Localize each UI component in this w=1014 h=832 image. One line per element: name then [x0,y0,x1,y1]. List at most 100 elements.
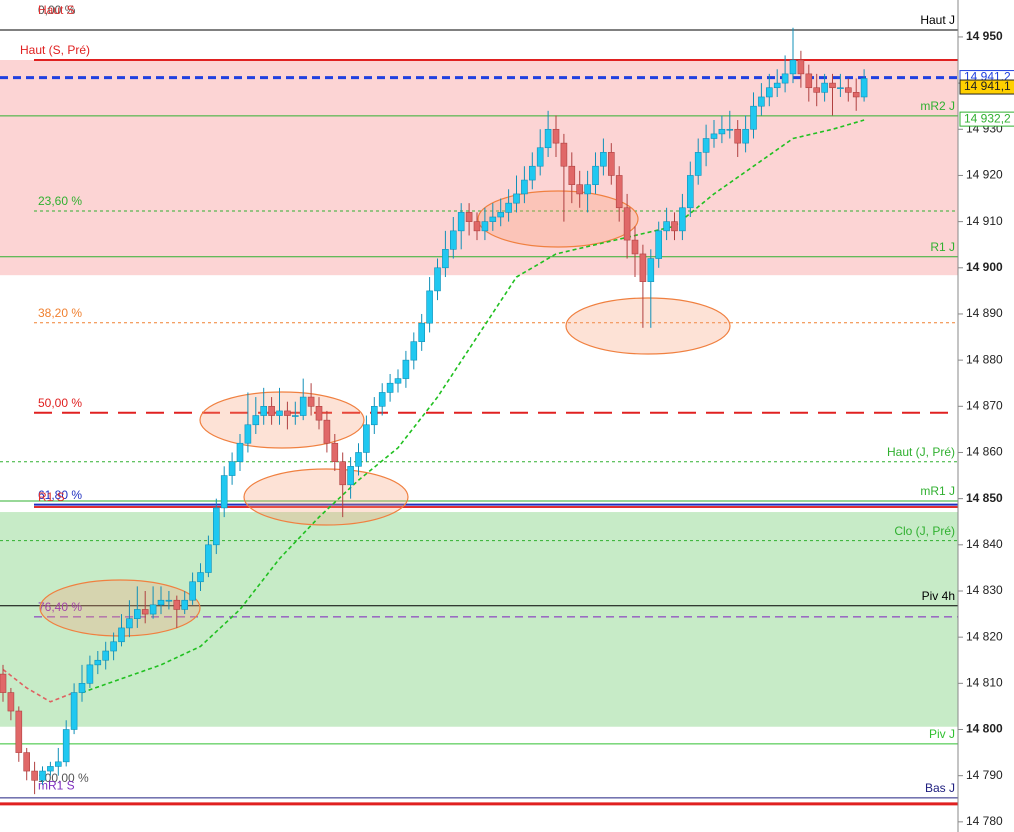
candle-body [299,396,307,416]
y-tick-label: 14 950 [966,29,1003,43]
candle-body [560,142,568,167]
candle-body [671,221,678,232]
candle-body [797,59,805,75]
candle-body [355,452,362,467]
level-label: Haut S [38,3,75,17]
level-label: Clo (J, Pré) [894,524,955,538]
candle-body [631,239,639,255]
candle-body [481,221,489,232]
candle-body [434,267,441,292]
moving-average [2,668,75,703]
annotations [39,190,731,637]
candle-body [307,396,315,407]
plot [0,27,868,795]
y-tick-label: 14 880 [966,352,1003,366]
candle-body [157,599,165,606]
y-tick-label: 14 900 [966,260,1003,274]
candle-body [15,710,23,753]
level-label: mR1 S [38,779,75,793]
candle-body [110,641,117,652]
y-tick-label: 14 790 [966,768,1003,782]
candle-body [852,92,860,98]
ellipse [243,468,409,526]
candle-body [829,82,836,89]
candle-body [615,175,623,209]
zone [0,60,958,276]
candle-body [639,253,647,282]
candle-body [339,461,347,486]
level-label: mR2 J [920,99,955,113]
candle-body [54,761,62,767]
candle-body [750,105,757,130]
zones [0,60,958,727]
candle-body [742,128,749,144]
level-label: Haut (S, Pré) [20,43,90,57]
candle-body [521,179,528,195]
candle-body [821,82,828,93]
candle-body [623,207,631,241]
candle-body [442,249,449,269]
y-tick-label: 14 830 [966,583,1003,597]
candle-body [513,193,520,204]
candle-body [489,216,497,222]
level-label: mR1 J [920,484,955,498]
candle-body [31,770,38,781]
y-tick-label: 14 860 [966,445,1003,459]
candle-body [173,599,181,610]
candle-body [576,184,584,195]
candle-body [505,202,512,213]
candle-body [378,392,386,407]
candle-body [600,152,607,167]
candle-body [734,128,742,144]
candle-body [370,406,378,426]
candle-body [536,147,544,167]
candle-body [78,683,86,693]
candle-body [584,184,591,195]
y-tick-label: 14 810 [966,676,1003,690]
candle-body [268,406,275,416]
candle-body [363,424,370,453]
zone [0,512,958,727]
candle-body [694,152,702,176]
candle-body [220,475,228,509]
candle-body [118,627,125,643]
candle-body [165,599,173,602]
ellipse [565,297,731,355]
candle-body [276,410,283,416]
candle-body [70,692,78,730]
y-tick-label: 14 920 [966,168,1003,182]
candle-body [457,212,465,232]
candle-body [765,87,773,98]
candle-body [141,609,149,615]
level-label: Haut J [920,13,955,27]
candle-body [244,424,252,444]
candle-body [758,96,765,107]
candle-body [331,442,339,463]
candle-body [726,128,734,131]
candle-body [47,766,54,772]
y-tick-label: 14 840 [966,537,1003,551]
candle-body [181,599,188,610]
candle-body [347,466,354,486]
level-label: 76,40 % [38,600,82,614]
candle-body [528,165,536,181]
candle-body [702,138,710,153]
price-tag-label: 14 932,2 [964,111,1011,125]
level-label: Haut (J, Pré) [887,445,955,459]
y-axis: 14 780 14 790 14 800 14 810 14 820 14 830 14 8… [957,0,1014,832]
candle-body [236,442,244,463]
y-tick-label: 14 800 [966,722,1003,736]
candle-body [189,581,196,601]
level-label: Piv 4h [922,589,955,603]
candle-body [205,544,212,573]
level-label: 50,00 % [38,396,82,410]
candle-body [149,604,157,615]
candle-body [844,87,852,93]
y-tick-label: 14 910 [966,214,1003,228]
ellipse [477,190,639,248]
candle-body [426,290,433,324]
candle-body [197,572,204,583]
candle-body [552,128,560,144]
candle-body [62,729,70,763]
